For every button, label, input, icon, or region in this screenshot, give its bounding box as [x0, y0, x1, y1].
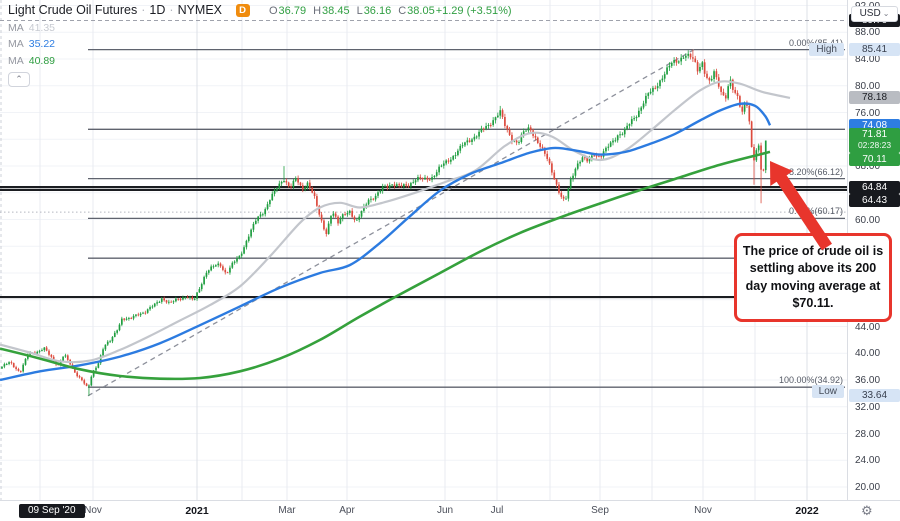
price-badge: 78.18 — [849, 91, 900, 104]
high-price-tooltip: High — [809, 43, 844, 56]
ma-label: MA — [8, 54, 24, 67]
open-value: 36.79 — [278, 5, 307, 17]
price-badge: 85.41 — [849, 43, 900, 56]
time-axis-tick: Apr — [339, 505, 355, 516]
symbol-title[interactable]: Light Crude Oil Futures — [8, 3, 138, 17]
price-axis-tick: 20.00 — [855, 482, 881, 493]
chevron-up-icon: ⌃ — [15, 74, 23, 84]
symbol-title-row: Light Crude Oil Futures · 1D · NYMEX D O36.7… — [8, 3, 512, 17]
price-axis-tick: 84.00 — [855, 54, 881, 65]
time-axis-tick: Mar — [278, 505, 296, 516]
ohlc-readout: O36.79 H38.45 L36.16 C38.05+1.29 (+3.51%) — [262, 5, 512, 17]
price-axis-tick: 40.00 — [855, 348, 881, 359]
price-axis-tick: 88.00 — [855, 27, 881, 38]
price-badge: 70.11 — [849, 153, 900, 166]
separator-dot: · — [141, 3, 146, 17]
price-badge: 64.84 — [849, 181, 900, 194]
time-axis-tick: 2022 — [795, 505, 819, 517]
price-axis-tick: 24.00 — [855, 455, 881, 466]
ma-gray-line — [0, 80, 791, 364]
separator-dot: · — [169, 3, 174, 17]
ma-value: 40.89 — [28, 54, 56, 67]
ma-indicator-row[interactable]: MA 35.22 — [8, 38, 512, 50]
collapse-indicators-button[interactable]: ⌃ — [8, 71, 30, 87]
ma-label: MA — [8, 21, 24, 34]
price-axis-tick: 32.00 — [855, 402, 881, 413]
low-label: L — [356, 5, 363, 17]
price-badge: 64.43 — [849, 194, 900, 207]
candlesticks — [1, 49, 767, 396]
ma-indicator-row[interactable]: MA 40.89 — [8, 55, 512, 67]
interval-badge: D — [235, 4, 250, 17]
high-label: H — [313, 5, 322, 17]
ma-indicator-row[interactable]: MA 41.35 — [8, 22, 512, 34]
gear-icon[interactable]: ⚙ — [861, 503, 873, 518]
fib-level-label: 100.00%(34.92) — [778, 375, 843, 385]
price-axis-tick: 28.00 — [855, 429, 881, 440]
open-label: O — [268, 5, 278, 17]
time-axis-tick: Jun — [436, 505, 454, 516]
interval-label[interactable]: 1D — [149, 3, 166, 17]
price-badge: 33.64 — [849, 389, 900, 402]
time-axis-tick: 2021 — [185, 505, 209, 517]
ma-value: 41.35 — [28, 21, 56, 34]
ma-label: MA — [8, 38, 24, 50]
time-axis[interactable]: 09 Sep '20 Nov 2021 Mar Apr Jun Jul Sep Nov 2022… — [0, 500, 900, 521]
price-axis-tick: 44.00 — [855, 322, 881, 333]
time-axis-tick: Nov — [84, 505, 102, 516]
change-value: +1.29 (+3.51%) — [435, 5, 512, 17]
exchange-label: NYMEX — [177, 3, 223, 17]
low-price-tooltip: Low — [811, 385, 844, 398]
ma-value: 35.22 — [28, 38, 56, 50]
high-value: 38.45 — [322, 5, 350, 17]
countdown-timer: 02:28:23 — [857, 140, 892, 150]
price-axis-tick: 60.00 — [855, 215, 881, 226]
ma-green-line — [0, 150, 771, 381]
time-axis-tick: Nov — [694, 505, 712, 516]
price-chart-canvas[interactable] — [0, 0, 847, 500]
low-value: 36.16 — [363, 5, 392, 17]
price-axis-tick: 36.00 — [855, 375, 881, 386]
currency-label: USD — [859, 8, 881, 19]
annotation-callout[interactable]: The price of crude oil is settling above… — [734, 233, 892, 322]
price-axis-tick: 80.00 — [855, 81, 881, 92]
chevron-down-icon: ⌄ — [882, 9, 890, 18]
price-axis-tick: 76.00 — [855, 108, 881, 119]
price-axis-tick: 68.00 — [855, 161, 881, 172]
crosshair-date-badge: 09 Sep '20 — [19, 503, 85, 518]
close-value: 38.05 — [407, 5, 435, 17]
fib-level-label: 38.20%(66.12) — [783, 167, 843, 177]
currency-dropdown[interactable]: USD ⌄ — [851, 6, 898, 22]
time-axis-tick: Sep — [591, 505, 609, 516]
legend: Light Crude Oil Futures · 1D · NYMEX D O36.7… — [8, 3, 512, 87]
close-label: C — [398, 5, 407, 17]
ma-blue-line — [0, 102, 772, 382]
chart-pane[interactable]: Light Crude Oil Futures · 1D · NYMEX D O36.7… — [0, 0, 847, 500]
price-badge: 71.81 02:28:23 — [849, 128, 900, 153]
time-axis-tick: Jul — [490, 505, 504, 516]
fib-level-label: 0.00%(60.17) — [788, 206, 843, 216]
